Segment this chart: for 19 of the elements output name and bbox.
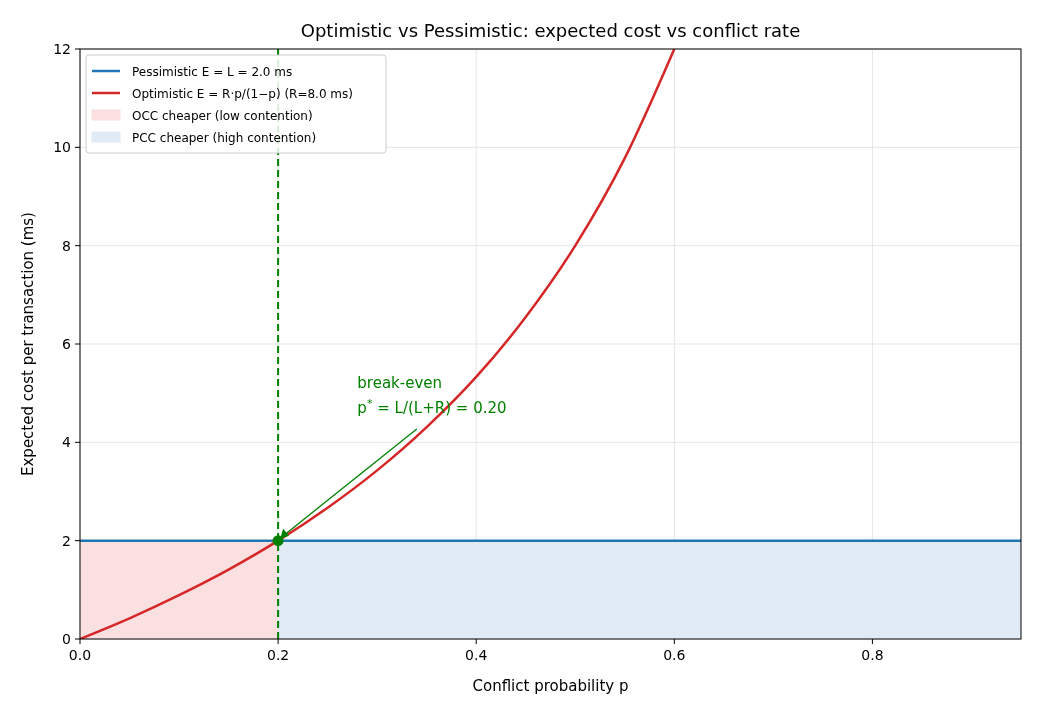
legend-label: OCC cheaper (low contention)	[132, 109, 313, 123]
y-tick-label: 8	[62, 237, 71, 254]
x-tick-label: 0.0	[68, 647, 92, 663]
y-axis-title: Expected cost per transaction (ms)	[19, 212, 37, 476]
y-tick-label: 0	[62, 631, 71, 647]
legend-label: Optimistic E = R·p/(1−p) (R=8.0 ms)	[132, 87, 353, 101]
y-tick-label: 4	[62, 434, 72, 451]
y-tick-label: 6	[62, 336, 72, 352]
x-tick-label: 0.4	[465, 647, 488, 663]
x-tick-label: 0.6	[663, 647, 686, 663]
y-tick-label: 10	[53, 139, 71, 156]
y-tick-label: 12	[53, 41, 71, 57]
x-axis-title: Conflict probability p	[472, 677, 629, 695]
y-tick-label: 2	[62, 532, 71, 549]
chart-title: Optimistic vs Pessimistic: expected cost vs conflict rate	[300, 20, 801, 41]
legend-label: PCC cheaper (high contention)	[132, 131, 317, 145]
legend-label: Pessimistic E = L = 2.0 ms	[132, 65, 293, 79]
x-tick-label: 0.8	[861, 647, 884, 663]
x-tick-label: 0.2	[266, 647, 290, 663]
